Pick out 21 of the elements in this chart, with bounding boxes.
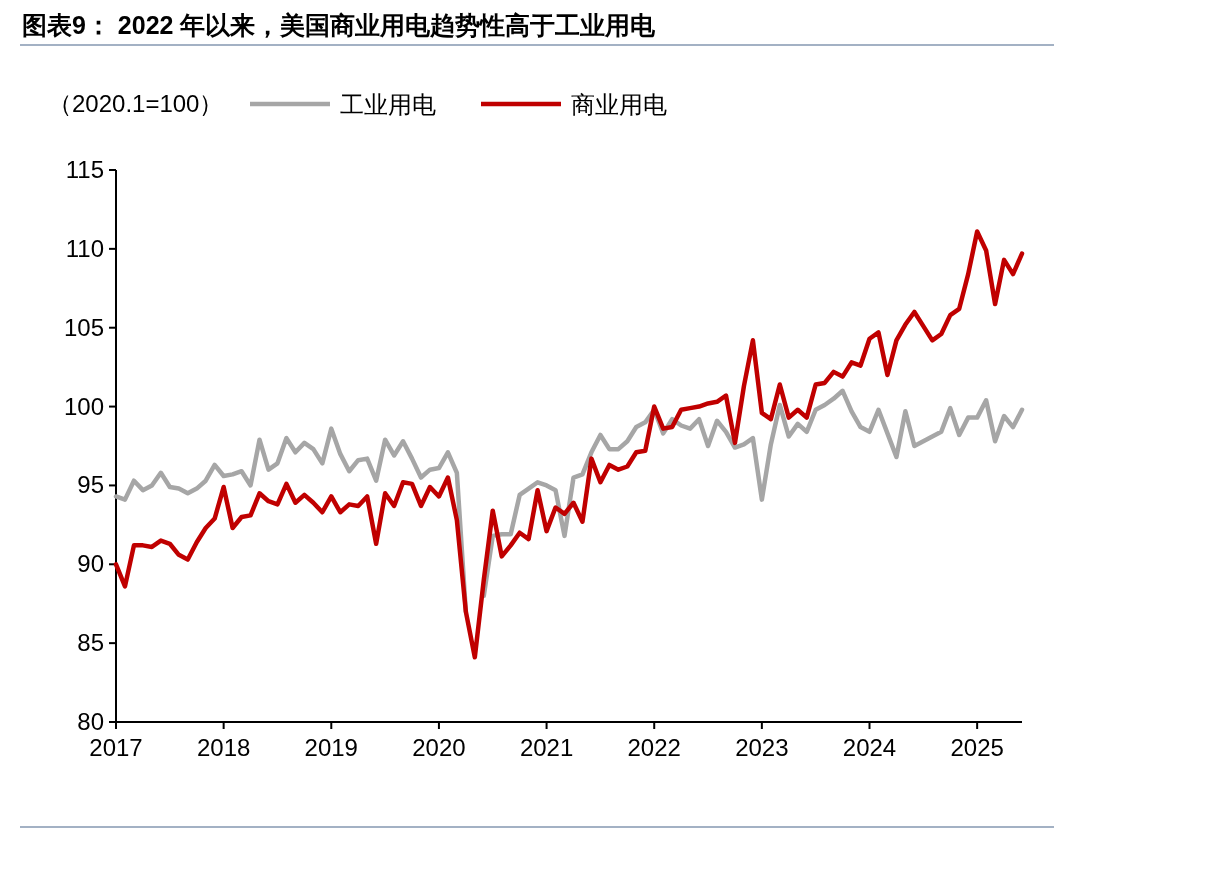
y-tick-label: 90 bbox=[77, 550, 104, 578]
x-tick-label: 2022 bbox=[627, 734, 681, 761]
legend-label: 商业用电 bbox=[571, 91, 667, 118]
y-tick-label: 105 bbox=[63, 313, 104, 341]
x-tick-label: 2019 bbox=[304, 734, 358, 761]
y-axis-title: （2020.1=100） bbox=[48, 90, 224, 117]
chart-title: 图表9： 2022 年以来，美国商业用电趋势性高于工业用电 bbox=[22, 11, 657, 39]
legend-label: 工业用电 bbox=[340, 91, 436, 118]
x-tick-label: 2024 bbox=[842, 734, 897, 761]
y-tick-label: 85 bbox=[77, 629, 104, 657]
x-tick-label: 2017 bbox=[89, 734, 143, 761]
y-tick-label: 110 bbox=[65, 234, 104, 262]
y-tick-label: 115 bbox=[65, 156, 104, 183]
x-tick-label: 2020 bbox=[412, 734, 466, 761]
y-tick-label: 95 bbox=[77, 471, 104, 499]
x-tick-label: 2023 bbox=[735, 734, 789, 761]
x-tick-label: 2021 bbox=[519, 734, 574, 761]
x-tick-label: 2025 bbox=[950, 734, 1004, 761]
y-tick-label: 80 bbox=[77, 708, 104, 735]
x-tick-label: 2018 bbox=[196, 734, 251, 761]
y-tick-label: 100 bbox=[63, 392, 104, 420]
